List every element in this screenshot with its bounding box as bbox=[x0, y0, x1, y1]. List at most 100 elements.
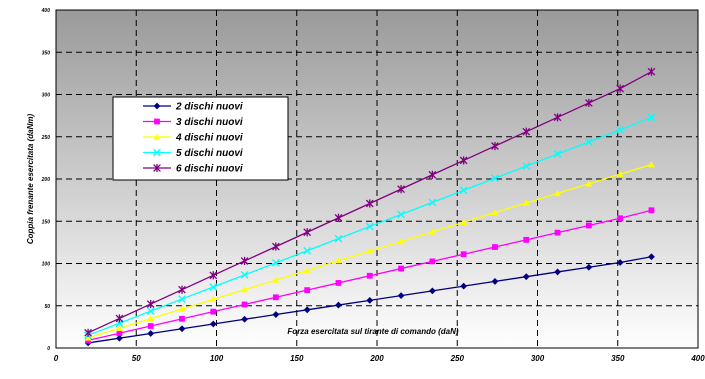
data-point bbox=[617, 215, 624, 222]
legend-label: 3 dischi nuovi bbox=[176, 117, 243, 128]
data-point bbox=[146, 307, 155, 316]
data-point bbox=[522, 199, 530, 206]
y-tick-label: 0 bbox=[47, 346, 50, 352]
data-point bbox=[460, 218, 468, 225]
data-point bbox=[491, 141, 499, 151]
data-point bbox=[491, 278, 499, 285]
data-point bbox=[397, 238, 405, 245]
legend-label: 5 dischi nuovi bbox=[176, 148, 243, 159]
x-tick-label: 350 bbox=[611, 354, 625, 363]
data-point bbox=[304, 287, 311, 294]
data-point bbox=[648, 207, 655, 214]
data-point bbox=[303, 246, 312, 255]
data-point bbox=[459, 156, 468, 165]
legend-item: 6 dischi nuovi bbox=[143, 164, 243, 175]
data-point bbox=[616, 126, 625, 134]
legend-item: 4 dischi nuovi bbox=[143, 133, 243, 144]
data-point bbox=[428, 228, 436, 235]
data-point bbox=[397, 185, 405, 194]
data-point bbox=[210, 308, 217, 315]
data-point bbox=[115, 334, 123, 342]
data-point bbox=[553, 113, 562, 122]
x-tick-labels: 0 50 100 150 200 250 300 350 400 bbox=[54, 354, 705, 363]
data-point bbox=[584, 138, 593, 146]
data-point bbox=[147, 330, 155, 337]
data-point bbox=[115, 324, 123, 331]
series-2 bbox=[85, 207, 655, 344]
y-tick-label: 100 bbox=[42, 262, 51, 268]
data-point bbox=[178, 285, 186, 294]
data-point bbox=[366, 296, 374, 304]
data-point bbox=[648, 161, 655, 168]
data-point bbox=[209, 283, 218, 291]
x-tick-label: 250 bbox=[450, 354, 465, 363]
legend-box bbox=[112, 96, 289, 181]
y-tick-label: 200 bbox=[41, 177, 51, 183]
data-point bbox=[523, 236, 530, 243]
x-tick-label: 300 bbox=[531, 354, 545, 363]
legend-label: 2 dischi nuovi bbox=[175, 102, 243, 113]
legend-label: 6 dischi nuovi bbox=[176, 164, 243, 175]
data-point bbox=[366, 247, 374, 254]
data-point bbox=[241, 286, 248, 293]
data-point bbox=[116, 330, 123, 337]
legend-item: 3 dischi nuovi bbox=[143, 117, 243, 128]
data-point bbox=[303, 306, 311, 314]
data-point bbox=[428, 198, 437, 207]
data-point bbox=[491, 174, 499, 183]
data-point bbox=[647, 67, 656, 76]
data-point bbox=[335, 301, 342, 309]
data-point bbox=[209, 320, 217, 328]
data-point bbox=[271, 258, 280, 267]
data-point bbox=[335, 280, 342, 286]
data-point bbox=[428, 287, 436, 295]
data-point bbox=[616, 259, 624, 266]
y-tick-label: 300 bbox=[42, 93, 51, 99]
legend-item: 2 dischi nuovi bbox=[143, 102, 243, 113]
data-point bbox=[522, 127, 531, 136]
data-point bbox=[460, 282, 468, 290]
data-point bbox=[459, 186, 468, 195]
legend-item: 5 dischi nuovi bbox=[143, 148, 243, 159]
data-point bbox=[553, 150, 562, 158]
data-point bbox=[272, 311, 280, 318]
data-point bbox=[178, 305, 186, 312]
data-point bbox=[115, 314, 124, 323]
data-point bbox=[272, 242, 280, 251]
data-point bbox=[241, 315, 248, 323]
data-point bbox=[153, 148, 161, 157]
y-tick-label: 400 bbox=[41, 8, 51, 14]
data-point bbox=[365, 199, 374, 208]
data-point bbox=[272, 294, 279, 301]
y-tick-label: 50 bbox=[44, 304, 50, 310]
y-tick-label: 150 bbox=[42, 219, 51, 225]
data-point bbox=[272, 276, 280, 283]
x-tick-label: 150 bbox=[290, 354, 304, 363]
data-point bbox=[209, 295, 217, 303]
series-5 bbox=[84, 67, 656, 337]
data-point bbox=[240, 271, 249, 279]
data-point bbox=[178, 325, 186, 333]
data-point bbox=[147, 315, 155, 322]
y-axis-label: Coppia frenante esercitata (daNm) bbox=[26, 114, 35, 245]
y-tick-labels: 0 50 100 150 200 250 300 350 400 bbox=[41, 8, 51, 352]
series-3 bbox=[84, 161, 655, 341]
data-point bbox=[153, 102, 161, 110]
x-tick-label: 0 bbox=[54, 354, 59, 363]
data-point bbox=[241, 301, 248, 308]
data-point bbox=[616, 170, 624, 177]
data-point bbox=[84, 328, 92, 337]
data-point bbox=[147, 323, 154, 329]
data-point bbox=[616, 84, 625, 93]
data-point bbox=[84, 334, 92, 341]
y-tick-label: 250 bbox=[41, 135, 51, 141]
x-tick-label: 200 bbox=[369, 354, 384, 363]
data-point bbox=[303, 267, 311, 274]
x-tick-label: 400 bbox=[690, 354, 705, 363]
data-point bbox=[585, 98, 593, 108]
series-4 bbox=[84, 113, 656, 340]
legend: 2 dischi nuovi 3 dischi nuovi 4 dischi nuo… bbox=[112, 96, 289, 181]
data-point bbox=[554, 229, 561, 236]
